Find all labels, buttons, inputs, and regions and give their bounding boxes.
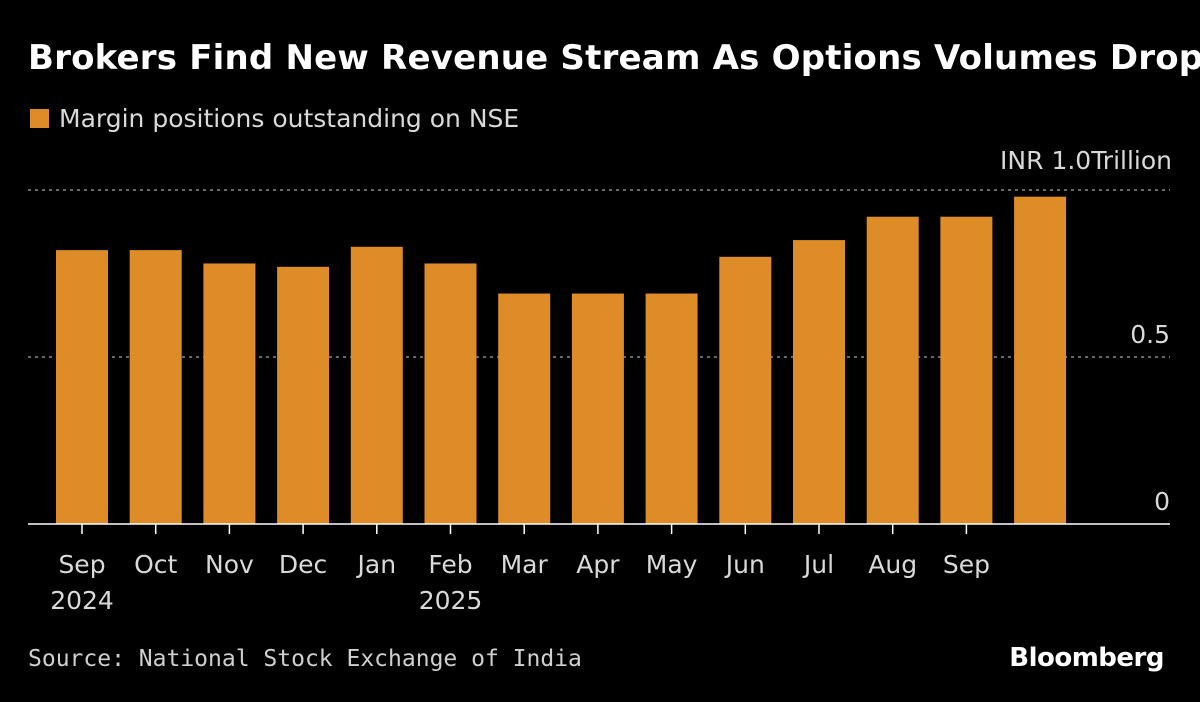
- bar: [277, 266, 330, 524]
- y-tick-label: 0: [1154, 487, 1170, 516]
- bar: [571, 293, 624, 524]
- bar: [129, 250, 182, 524]
- x-tick-label: May: [646, 550, 698, 579]
- x-tick-label: Jun: [724, 550, 765, 579]
- x-tick-label: Jul: [802, 550, 834, 579]
- source-note: Source: National Stock Exchange of India: [28, 646, 582, 672]
- bar: [645, 293, 698, 524]
- bar: [424, 263, 477, 524]
- legend: Margin positions outstanding on NSE: [30, 104, 519, 133]
- x-tick-label: Oct: [134, 550, 177, 579]
- bar: [793, 240, 845, 524]
- x-tick-label: Dec: [279, 550, 327, 579]
- y-axis-unit-label: INR 1.0Trillion: [1000, 146, 1172, 175]
- x-tick-year-label: 2025: [419, 586, 483, 615]
- bar: [1014, 196, 1067, 524]
- bar: [203, 263, 256, 524]
- bar: [866, 216, 919, 524]
- x-tick-label: Mar: [501, 550, 549, 579]
- bar: [350, 246, 403, 524]
- x-tick-label: Aug: [868, 550, 917, 579]
- x-tick-label: Sep: [943, 550, 990, 579]
- bar: [719, 256, 772, 524]
- legend-label: Margin positions outstanding on NSE: [59, 104, 520, 133]
- legend-swatch: [30, 109, 49, 128]
- chart-title: Brokers Find New Revenue Stream As Optio…: [28, 38, 1200, 78]
- x-tick-label: Apr: [576, 550, 620, 579]
- bar: [940, 216, 993, 524]
- bloomberg-logo: Bloomberg: [1009, 643, 1164, 673]
- x-tick-label: Sep: [58, 550, 105, 579]
- y-tick-label: 0.5: [1130, 320, 1170, 349]
- x-tick-label: Jan: [356, 550, 397, 579]
- x-tick-label: Nov: [205, 550, 254, 579]
- x-tick-year-label: 2024: [50, 586, 114, 615]
- bar: [498, 293, 551, 524]
- x-tick-label: Feb: [428, 550, 472, 579]
- bar: [56, 250, 108, 524]
